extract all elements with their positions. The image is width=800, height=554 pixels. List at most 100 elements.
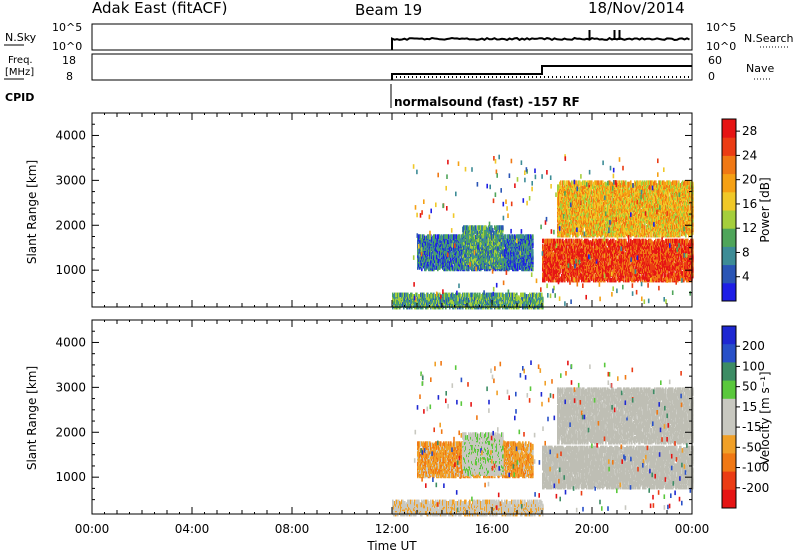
power-cell <box>470 256 472 261</box>
power-cell <box>659 277 661 283</box>
power-cell <box>616 245 618 251</box>
power-cell <box>466 248 468 253</box>
power-cell <box>497 241 499 246</box>
power-cell <box>545 238 547 244</box>
power-cell <box>557 268 559 273</box>
power-cell <box>617 249 619 255</box>
power-cell <box>649 268 651 273</box>
power-cell <box>479 246 481 252</box>
power-cell <box>579 246 581 252</box>
power-cell <box>653 264 655 269</box>
power-cell <box>655 238 657 244</box>
power-cell <box>435 238 437 243</box>
power-cell <box>419 262 421 268</box>
power-cell <box>585 248 587 253</box>
power-cell <box>519 234 521 239</box>
power-cell <box>613 264 615 269</box>
power-cell <box>548 241 550 246</box>
power-cell <box>555 252 557 257</box>
power-cell <box>619 254 621 260</box>
power-cell <box>621 254 623 260</box>
power-cell <box>597 264 599 269</box>
power-cell <box>596 238 598 244</box>
power-cell <box>497 229 499 234</box>
power-cell <box>643 272 645 277</box>
power-cell <box>417 250 419 255</box>
power-cell <box>545 275 547 280</box>
power-cell <box>462 264 464 269</box>
power-cell <box>584 248 586 253</box>
power-cell <box>656 241 658 246</box>
power-cell <box>465 253 467 259</box>
power-cell <box>544 256 546 261</box>
power-cell <box>512 251 514 257</box>
power-cell <box>463 257 465 263</box>
power-cell <box>583 257 585 263</box>
power-cell <box>599 241 601 246</box>
power-cell <box>490 233 492 238</box>
power-cell <box>449 265 451 270</box>
power-cell <box>483 252 485 257</box>
power-cell <box>650 269 652 275</box>
power-cell <box>558 264 560 269</box>
power-cell <box>586 257 588 263</box>
power-cell <box>457 235 459 241</box>
power-cell <box>433 234 435 239</box>
power-cell <box>659 273 661 279</box>
power-cell <box>595 267 597 272</box>
power-cell <box>647 277 649 283</box>
power-cell <box>451 259 453 265</box>
power-cell <box>502 233 504 238</box>
power-cell <box>439 253 441 258</box>
power-cell <box>445 234 447 239</box>
power-cell <box>560 238 562 244</box>
power-cell <box>571 276 573 282</box>
power-cell <box>466 230 468 236</box>
power-cell <box>531 239 533 245</box>
power-cell <box>545 241 547 246</box>
power-cell <box>646 267 648 272</box>
power-cell <box>451 239 453 245</box>
power-cell <box>630 272 632 277</box>
power-cell <box>647 260 649 265</box>
power-cell <box>444 257 446 262</box>
power-cell <box>626 263 628 268</box>
power-cell <box>549 260 551 265</box>
power-cell <box>484 237 486 242</box>
power-cell <box>524 249 526 254</box>
power-cell <box>594 241 596 246</box>
power-cell <box>469 225 471 230</box>
power-cell <box>595 248 597 253</box>
power-cell <box>492 234 494 240</box>
power-cell <box>458 257 460 262</box>
beam-title: Beam 19 <box>355 1 422 19</box>
power-cell <box>456 257 458 262</box>
nave-tick-bottom: 0 <box>708 70 715 83</box>
power-cell <box>446 258 448 264</box>
power-cell <box>572 252 574 257</box>
power-cell <box>429 242 431 247</box>
power-cell <box>635 275 637 280</box>
power-cell <box>605 245 607 251</box>
power-cell <box>507 263 509 269</box>
power-cell <box>485 266 487 272</box>
power-cell <box>476 264 478 269</box>
power-cell <box>600 245 602 251</box>
power-cell <box>643 253 645 259</box>
power-cell <box>506 249 508 254</box>
power-cell <box>505 257 507 262</box>
power-cell <box>614 252 616 257</box>
power-cell <box>586 275 588 280</box>
power-cell <box>624 263 626 268</box>
power-cell <box>655 276 657 282</box>
power-cell <box>633 248 635 253</box>
power-cell <box>558 238 560 244</box>
power-cell <box>507 238 509 243</box>
power-cell <box>569 258 571 264</box>
power-cell <box>647 267 649 272</box>
power-cell <box>502 238 504 244</box>
power-cell <box>513 265 515 270</box>
power-cell <box>657 238 659 244</box>
power-cell <box>486 241 488 246</box>
power-cell <box>479 253 481 259</box>
